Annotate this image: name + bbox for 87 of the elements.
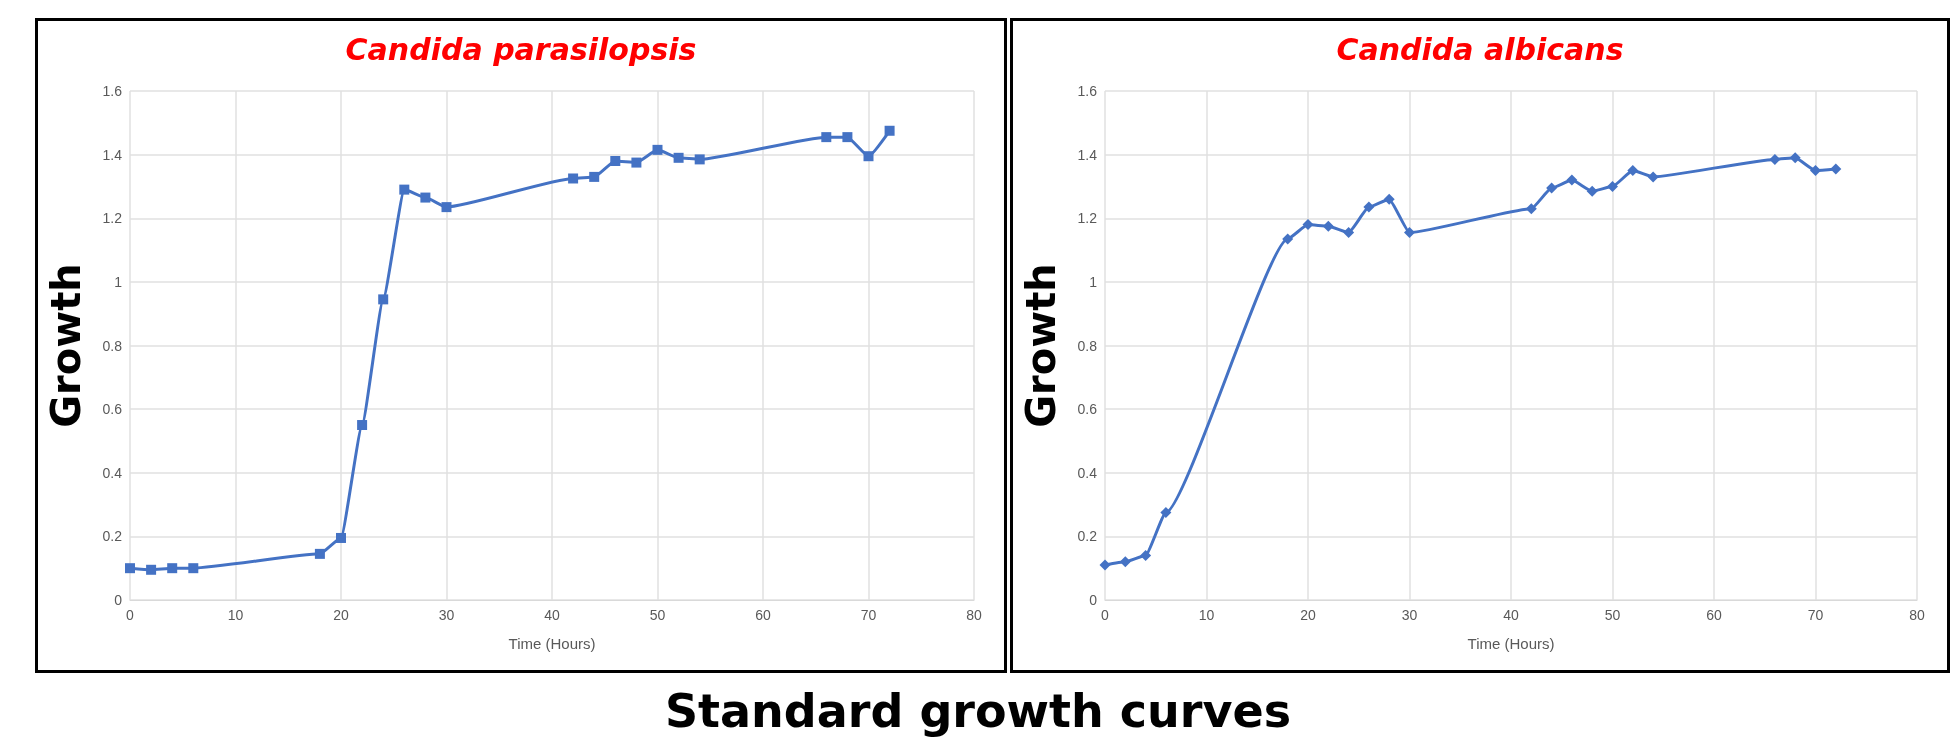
y-tick-label: 1.4 bbox=[1077, 146, 1098, 163]
x-tick-label: 60 bbox=[755, 607, 771, 623]
x-tick-label: 0 bbox=[1101, 607, 1110, 623]
y-tick-label: 0.4 bbox=[1077, 464, 1098, 481]
point bbox=[568, 173, 579, 184]
x-tick-label: 70 bbox=[860, 607, 877, 623]
y-tick-label: 0.2 bbox=[102, 528, 123, 545]
point bbox=[146, 564, 157, 575]
point bbox=[167, 563, 178, 574]
point bbox=[420, 192, 431, 203]
y-tick-label: 1.4 bbox=[102, 146, 123, 163]
point bbox=[821, 132, 832, 143]
point bbox=[378, 294, 389, 305]
point bbox=[863, 151, 874, 162]
point bbox=[884, 125, 895, 136]
y-axis-title: Growth bbox=[1018, 263, 1064, 428]
x-tick-label: 50 bbox=[649, 607, 666, 623]
point bbox=[1546, 182, 1558, 194]
chart-title: Candida albicans bbox=[1336, 31, 1624, 67]
point bbox=[1302, 219, 1314, 231]
x-tick-label: 40 bbox=[1503, 607, 1519, 623]
point bbox=[1627, 165, 1639, 177]
point bbox=[1586, 185, 1598, 197]
point bbox=[1343, 227, 1355, 239]
x-tick-label: 30 bbox=[438, 607, 455, 623]
x-tick-label: 10 bbox=[227, 607, 244, 623]
y-tick-label: 0.8 bbox=[102, 337, 123, 354]
y-tick-label: 0.4 bbox=[102, 464, 123, 481]
y-axis-title: Growth bbox=[43, 263, 89, 428]
y-tick-label: 1.2 bbox=[1077, 210, 1098, 227]
x-tick-label: 60 bbox=[1706, 607, 1722, 623]
point bbox=[1830, 163, 1842, 175]
x-axis-title: Time (Hours) bbox=[508, 635, 596, 652]
y-tick-label: 1.6 bbox=[1077, 83, 1098, 99]
x-tick-label: 20 bbox=[1300, 607, 1316, 623]
x-tick-label: 10 bbox=[1198, 607, 1215, 623]
point bbox=[1099, 559, 1111, 571]
point bbox=[1282, 233, 1294, 245]
point bbox=[694, 154, 705, 165]
point bbox=[1566, 174, 1578, 186]
x-tick-label: 20 bbox=[333, 607, 349, 623]
x-tick-label: 80 bbox=[966, 607, 982, 623]
y-tick-label: 1 bbox=[114, 273, 123, 290]
y-tick-label: 0.6 bbox=[102, 401, 123, 418]
point bbox=[652, 144, 663, 155]
y-tick-label: 0.2 bbox=[1077, 528, 1098, 545]
point bbox=[336, 532, 346, 543]
point bbox=[188, 563, 199, 574]
chart-title: Candida parasilopsis bbox=[345, 31, 697, 67]
y-tick-label: 0.6 bbox=[1077, 401, 1098, 418]
y-tick-label: 0 bbox=[1089, 592, 1098, 608]
point bbox=[357, 420, 368, 431]
x-tick-label: 70 bbox=[1807, 607, 1824, 623]
point bbox=[399, 184, 410, 195]
point bbox=[1607, 180, 1618, 192]
x-tick-label: 40 bbox=[544, 607, 560, 623]
point bbox=[589, 171, 600, 182]
y-tick-label: 1.6 bbox=[102, 83, 123, 99]
point bbox=[631, 157, 642, 168]
point bbox=[125, 563, 135, 574]
text: Standard growth curves bbox=[663, 684, 1293, 738]
y-tick-label: 0 bbox=[114, 592, 123, 608]
point bbox=[1789, 152, 1801, 164]
x-tick-label: 80 bbox=[1909, 607, 1925, 623]
point bbox=[673, 152, 684, 163]
point bbox=[1140, 549, 1152, 561]
y-tick-label: 1 bbox=[1089, 273, 1098, 290]
point bbox=[1119, 556, 1131, 568]
point bbox=[1383, 193, 1395, 205]
x-tick-label: 50 bbox=[1604, 607, 1621, 623]
x-tick-label: 30 bbox=[1401, 607, 1418, 623]
point bbox=[1525, 203, 1537, 215]
point bbox=[314, 548, 325, 559]
point bbox=[1647, 171, 1659, 183]
point bbox=[1322, 220, 1334, 232]
point bbox=[1810, 165, 1821, 177]
point bbox=[842, 132, 853, 143]
y-tick-label: 1.2 bbox=[102, 210, 123, 227]
point bbox=[441, 202, 452, 213]
point bbox=[1404, 227, 1415, 239]
point bbox=[1160, 507, 1172, 519]
point bbox=[610, 155, 621, 166]
x-tick-label: 0 bbox=[126, 607, 135, 623]
y-tick-label: 0.8 bbox=[1077, 337, 1098, 354]
point bbox=[1363, 201, 1375, 213]
point bbox=[1769, 153, 1781, 165]
x-axis-title: Time (Hours) bbox=[1467, 635, 1555, 652]
